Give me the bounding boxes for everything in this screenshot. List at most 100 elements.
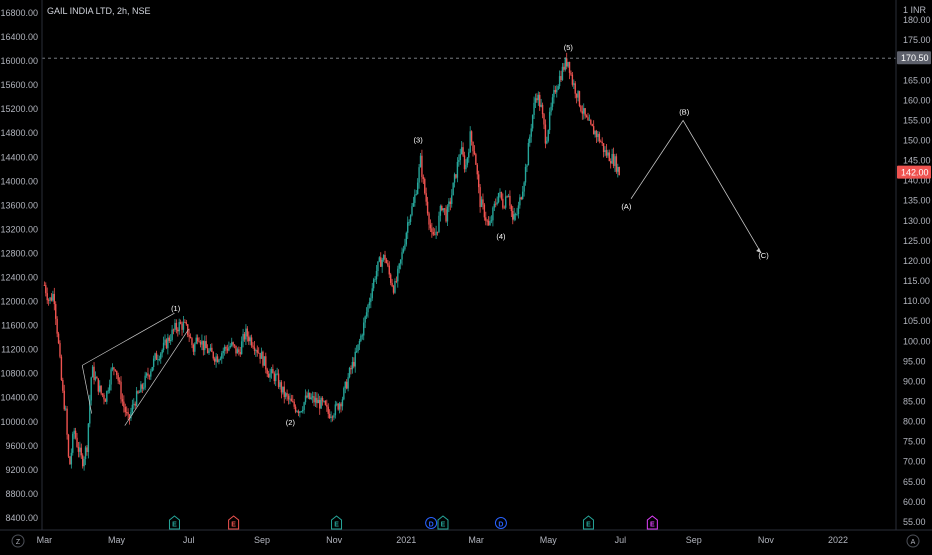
candle-body	[69, 456, 71, 465]
candle-body	[353, 361, 355, 367]
candle-body	[181, 323, 183, 330]
wave-label: (4)	[496, 232, 506, 241]
dividend-marker-circle	[494, 517, 507, 529]
candle-body	[426, 201, 429, 214]
candle-body	[287, 395, 290, 400]
dividend-marker[interactable]: D	[425, 517, 438, 529]
event-marker-letter: D	[429, 522, 434, 529]
right-axis[interactable]: 180.00175.00170.00165.00160.00155.00150.…	[895, 0, 931, 530]
left-axis-tick: 12800.00	[0, 248, 38, 258]
candle-body	[387, 263, 389, 266]
candle-body	[600, 141, 602, 143]
timezone-icon[interactable]: Z	[11, 534, 25, 548]
candle-body	[563, 66, 565, 70]
right-axis-tick: 145.00	[903, 156, 931, 166]
candle-body	[162, 342, 165, 350]
right-axis-tick: 70.00	[903, 457, 926, 467]
candle-body	[178, 322, 180, 332]
candle-body	[578, 91, 581, 107]
abc-projection-line	[630, 119, 762, 254]
earnings-marker[interactable]: E	[646, 515, 658, 530]
candle-body	[551, 97, 554, 107]
dividend-marker[interactable]: D	[494, 517, 507, 529]
candle-body	[219, 358, 222, 360]
candle-body	[297, 411, 300, 414]
candle-body	[215, 356, 217, 362]
candle-body	[118, 380, 121, 382]
event-marker-letter: D	[498, 522, 503, 529]
high-price-tag: 170.50	[901, 53, 929, 63]
candle-body	[242, 333, 244, 342]
candle-body	[496, 202, 498, 205]
earnings-marker-shape	[228, 515, 240, 530]
candle-body	[46, 293, 48, 301]
candle-body	[331, 416, 334, 418]
candle-body	[177, 329, 179, 332]
candle-body	[64, 408, 67, 410]
left-axis-tick: 8400.00	[5, 513, 38, 523]
candle-body	[248, 336, 250, 342]
channel-line	[81, 365, 93, 414]
earnings-marker[interactable]: E	[331, 515, 343, 530]
candle-body	[324, 400, 327, 405]
candle-body	[307, 392, 310, 398]
candle-body	[419, 155, 422, 168]
candle-body	[57, 333, 60, 344]
candle-body	[584, 108, 586, 116]
candle-body	[179, 322, 182, 324]
candle-body	[385, 259, 388, 264]
candle-body	[516, 214, 518, 215]
left-axis-tick: 10800.00	[0, 369, 38, 379]
candle-body	[276, 373, 278, 375]
candle-body	[507, 195, 510, 197]
earnings-marker-shape	[168, 515, 180, 530]
candle-body	[175, 322, 178, 330]
candle-body	[553, 89, 555, 98]
candle-body	[72, 433, 74, 453]
candle-body	[592, 126, 595, 135]
candle-body	[252, 345, 254, 348]
candle-body	[493, 203, 496, 208]
auto-scale-icon[interactable]: A	[906, 534, 920, 548]
candle-body	[575, 93, 578, 98]
candle-body	[316, 397, 318, 404]
candle-body	[280, 382, 283, 393]
candle-body	[601, 141, 603, 144]
candle-body	[605, 150, 608, 156]
candle-body	[571, 74, 574, 85]
candle-body	[509, 195, 511, 206]
candle-body	[432, 232, 434, 235]
candle-body	[267, 374, 270, 378]
wave-label: (2)	[286, 418, 296, 427]
candle-body	[306, 395, 308, 398]
x-axis[interactable]: Mar May Jul Sep Nov 2021 Mar May Jul Sep Nov 2022	[0, 529, 932, 545]
candle-body	[233, 344, 236, 346]
candle-body	[320, 397, 322, 409]
earnings-marker[interactable]: E	[168, 515, 180, 530]
candle-body	[407, 222, 409, 233]
candle-body	[284, 393, 287, 398]
candle-body	[526, 165, 528, 167]
timezone-icon-label: Z	[16, 539, 21, 546]
candle-body	[418, 167, 420, 183]
earnings-marker[interactable]: E	[437, 515, 449, 530]
right-axis-tick: 90.00	[903, 376, 926, 386]
earnings-marker[interactable]: E	[582, 515, 594, 530]
candle-body	[326, 404, 328, 407]
candle-body	[296, 411, 298, 413]
candle-body	[431, 228, 433, 233]
x-axis-tick: May	[540, 535, 558, 545]
candle-body	[125, 412, 128, 414]
candle-body	[275, 373, 277, 382]
candle-body	[158, 359, 161, 360]
earnings-marker[interactable]: E	[228, 515, 240, 530]
left-axis-tick: 14400.00	[0, 152, 38, 162]
candle-body	[222, 350, 224, 354]
candle-body	[94, 376, 97, 380]
candle-body	[462, 147, 464, 156]
candle-body	[350, 367, 352, 370]
candle-body	[283, 386, 285, 398]
